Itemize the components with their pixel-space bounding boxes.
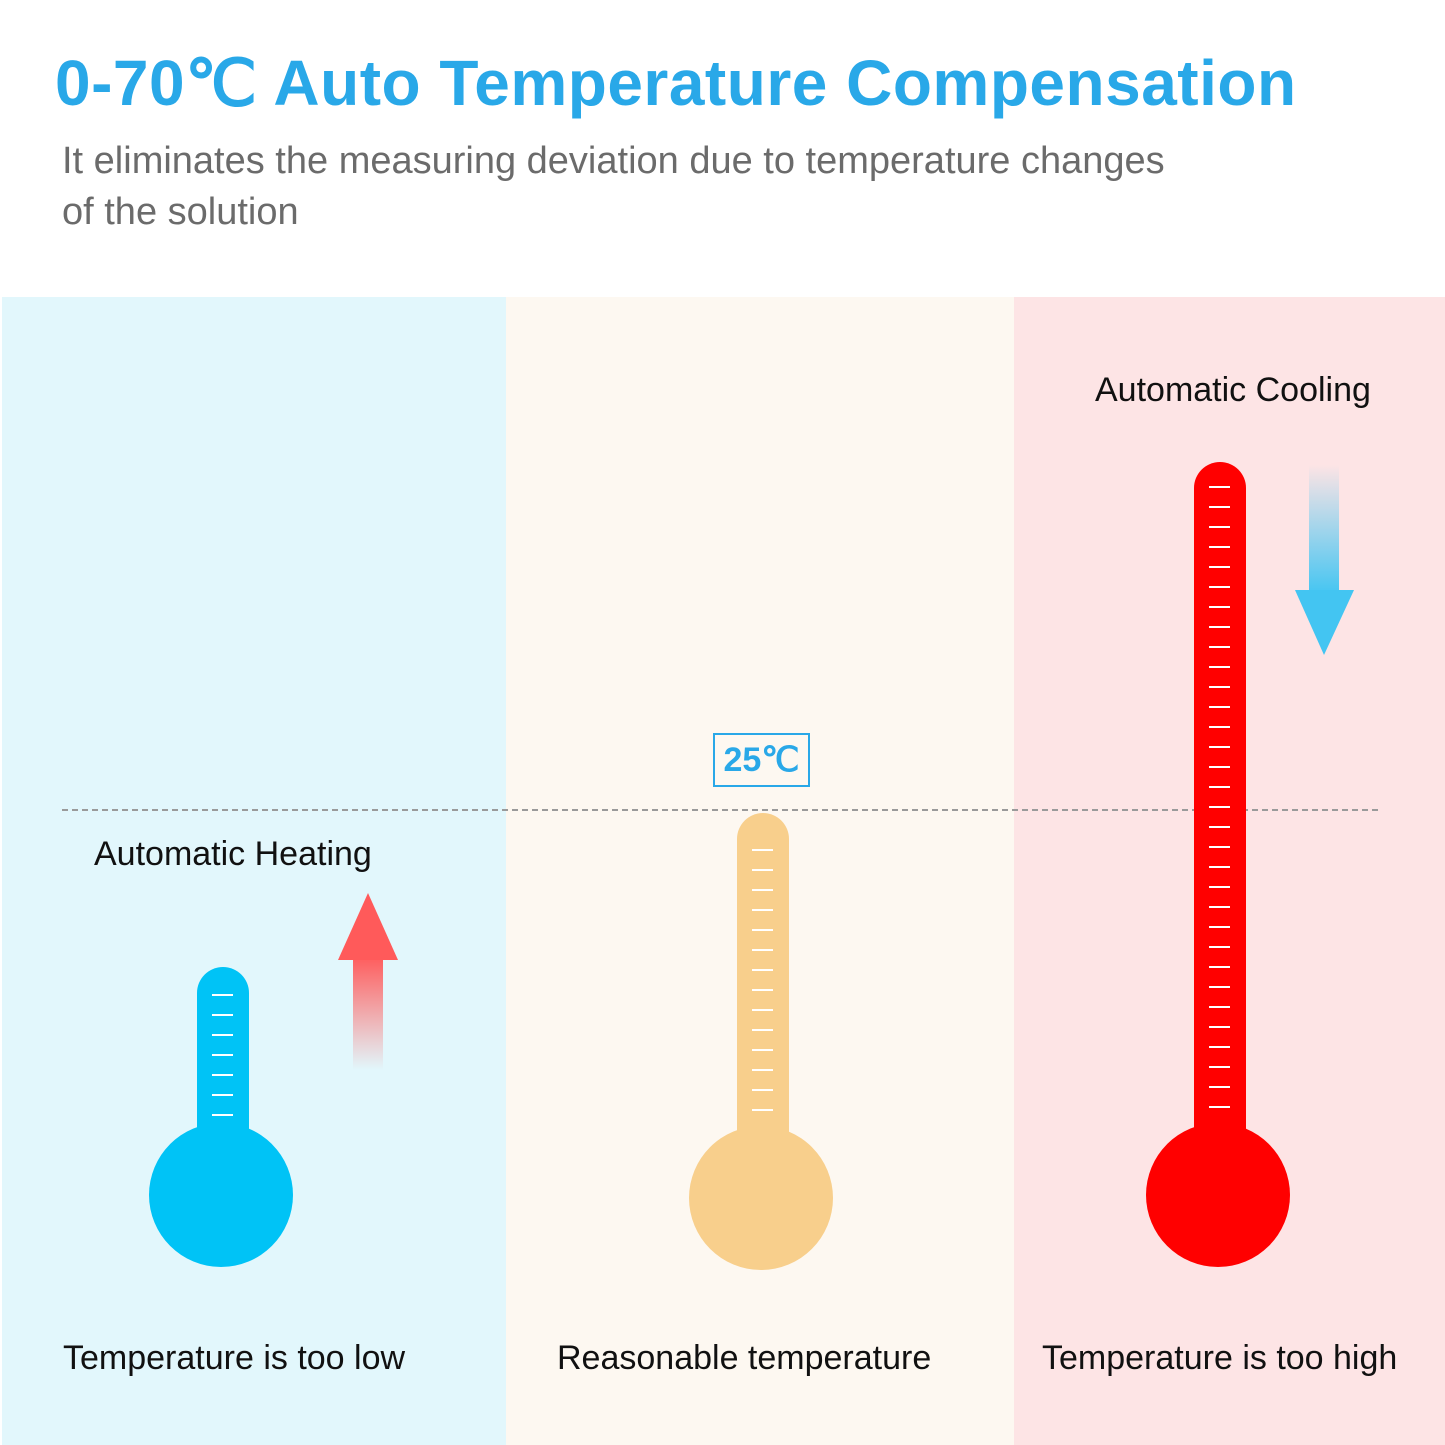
cooling-label: Automatic Cooling bbox=[1095, 371, 1371, 409]
heating-label: Automatic Heating bbox=[94, 835, 372, 873]
panel-too-high bbox=[1014, 297, 1445, 1445]
caption-too-low: Temperature is too low bbox=[63, 1339, 406, 1377]
panel-reasonable bbox=[506, 297, 1014, 1445]
page-title: 0-70℃ Auto Temperature Compensation bbox=[55, 47, 1297, 119]
page-subtitle: It eliminates the measuring deviation du… bbox=[62, 140, 1165, 233]
caption-reasonable: Reasonable temperature bbox=[557, 1339, 932, 1377]
reference-temperature-line bbox=[62, 809, 1378, 811]
caption-too-high: Temperature is too high bbox=[1042, 1339, 1398, 1377]
reference-temperature-badge: 25℃ bbox=[713, 733, 810, 787]
